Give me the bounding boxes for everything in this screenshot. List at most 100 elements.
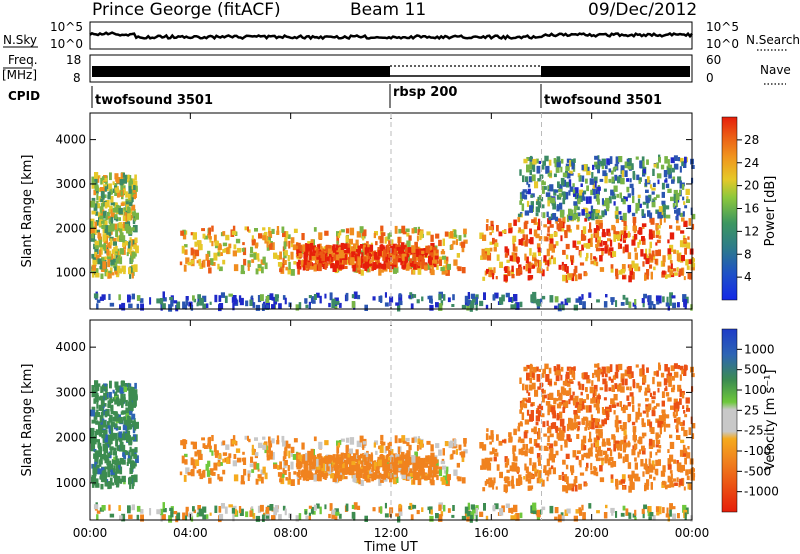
power-cell	[196, 260, 199, 264]
velocity-cell	[609, 364, 613, 372]
velocity-cell	[589, 431, 592, 440]
velocity-cell	[287, 465, 290, 472]
velocity-cell	[643, 376, 646, 382]
power-cell	[273, 254, 278, 259]
velocity-cell	[539, 478, 543, 484]
power-cell	[373, 232, 376, 239]
power-cell	[690, 262, 696, 268]
power-cell	[685, 188, 690, 195]
velocity-cell	[680, 439, 685, 444]
power-cell	[671, 167, 675, 173]
velocity-cell	[91, 406, 96, 412]
nave-tick-0: 0	[706, 71, 714, 85]
power-cell	[582, 207, 588, 212]
power-cell	[520, 229, 525, 234]
velocity-cell	[635, 417, 638, 423]
velocity-cell	[107, 452, 111, 458]
velocity-cell	[637, 451, 640, 458]
power-cell	[573, 193, 576, 197]
velocity-cell	[632, 404, 635, 412]
velocity-cell	[332, 474, 337, 483]
velocity-cell	[683, 448, 687, 452]
power-cell	[535, 233, 540, 239]
power-cell	[313, 264, 317, 272]
power-cell	[667, 166, 672, 175]
velocity-cell	[545, 446, 549, 451]
velocity-cell	[669, 503, 673, 510]
power-cell	[349, 243, 352, 251]
velocity-cell	[131, 406, 134, 411]
power-cell	[124, 174, 128, 180]
power-cell	[128, 240, 131, 246]
power-cell	[560, 166, 563, 173]
velocity-cell	[405, 437, 410, 442]
velocity-cell	[317, 453, 321, 459]
velocity-cell	[95, 420, 99, 425]
velocity-cell	[553, 366, 557, 372]
colorbar-tick-label: -25	[744, 424, 764, 438]
velocity-cell	[247, 435, 249, 441]
power-cell	[127, 213, 131, 221]
power-colorbar	[721, 116, 738, 301]
velocity-cell	[592, 389, 595, 398]
power-cell	[330, 262, 334, 269]
power-cell	[594, 161, 598, 167]
power-cell	[562, 274, 566, 282]
power-cell	[614, 210, 619, 219]
velocity-cell	[515, 513, 520, 521]
velocity-cell	[480, 465, 483, 470]
velocity-cell	[192, 441, 197, 450]
power-cell	[112, 181, 115, 186]
power-cell	[355, 249, 360, 253]
velocity-cell	[328, 513, 331, 519]
power-cell	[231, 297, 235, 303]
velocity-cell	[624, 369, 629, 377]
power-cell	[197, 294, 201, 299]
velocity-cell	[626, 395, 630, 401]
velocity-cell	[626, 370, 631, 374]
velocity-cell	[638, 437, 643, 444]
velocity-ylabel: Slant Range [km]	[20, 364, 35, 477]
velocity-cell	[411, 504, 414, 510]
velocity-cell	[106, 458, 110, 466]
velocity-cell	[490, 430, 494, 436]
velocity-cell	[136, 505, 141, 512]
power-cell	[104, 225, 108, 234]
power-cell	[562, 265, 565, 271]
power-cell	[390, 260, 393, 267]
power-cell	[112, 207, 117, 213]
power-cell	[582, 301, 586, 309]
power-cell	[104, 256, 109, 260]
velocity-cell	[688, 427, 692, 435]
power-cell	[389, 296, 394, 303]
power-cell	[623, 233, 628, 239]
velocity-cell	[443, 469, 446, 474]
velocity-cell	[620, 479, 626, 484]
power-cell	[113, 258, 116, 263]
power-cell	[297, 267, 300, 275]
power-cell	[622, 212, 627, 221]
velocity-cell	[618, 420, 622, 424]
power-cell	[541, 180, 544, 186]
velocity-cell	[599, 477, 605, 483]
power-cell	[616, 237, 620, 241]
velocity-cell	[590, 470, 595, 475]
velocity-cell	[299, 475, 302, 480]
velocity-cell	[131, 475, 135, 482]
velocity-cell	[482, 487, 486, 492]
velocity-cell	[589, 386, 594, 394]
power-cell	[94, 176, 98, 185]
power-cell	[585, 196, 589, 204]
power-cell	[218, 243, 222, 250]
power-cell	[467, 292, 470, 300]
velocity-cell	[293, 471, 297, 475]
power-cell	[525, 234, 528, 241]
power-cell	[284, 297, 287, 305]
power-cell	[686, 242, 691, 249]
power-cell	[527, 267, 532, 274]
velocity-cell	[217, 462, 220, 466]
noise-right-label: N.Search	[746, 33, 800, 47]
velocity-cell	[232, 460, 237, 467]
power-cell	[532, 255, 537, 262]
velocity-cell	[546, 458, 550, 467]
